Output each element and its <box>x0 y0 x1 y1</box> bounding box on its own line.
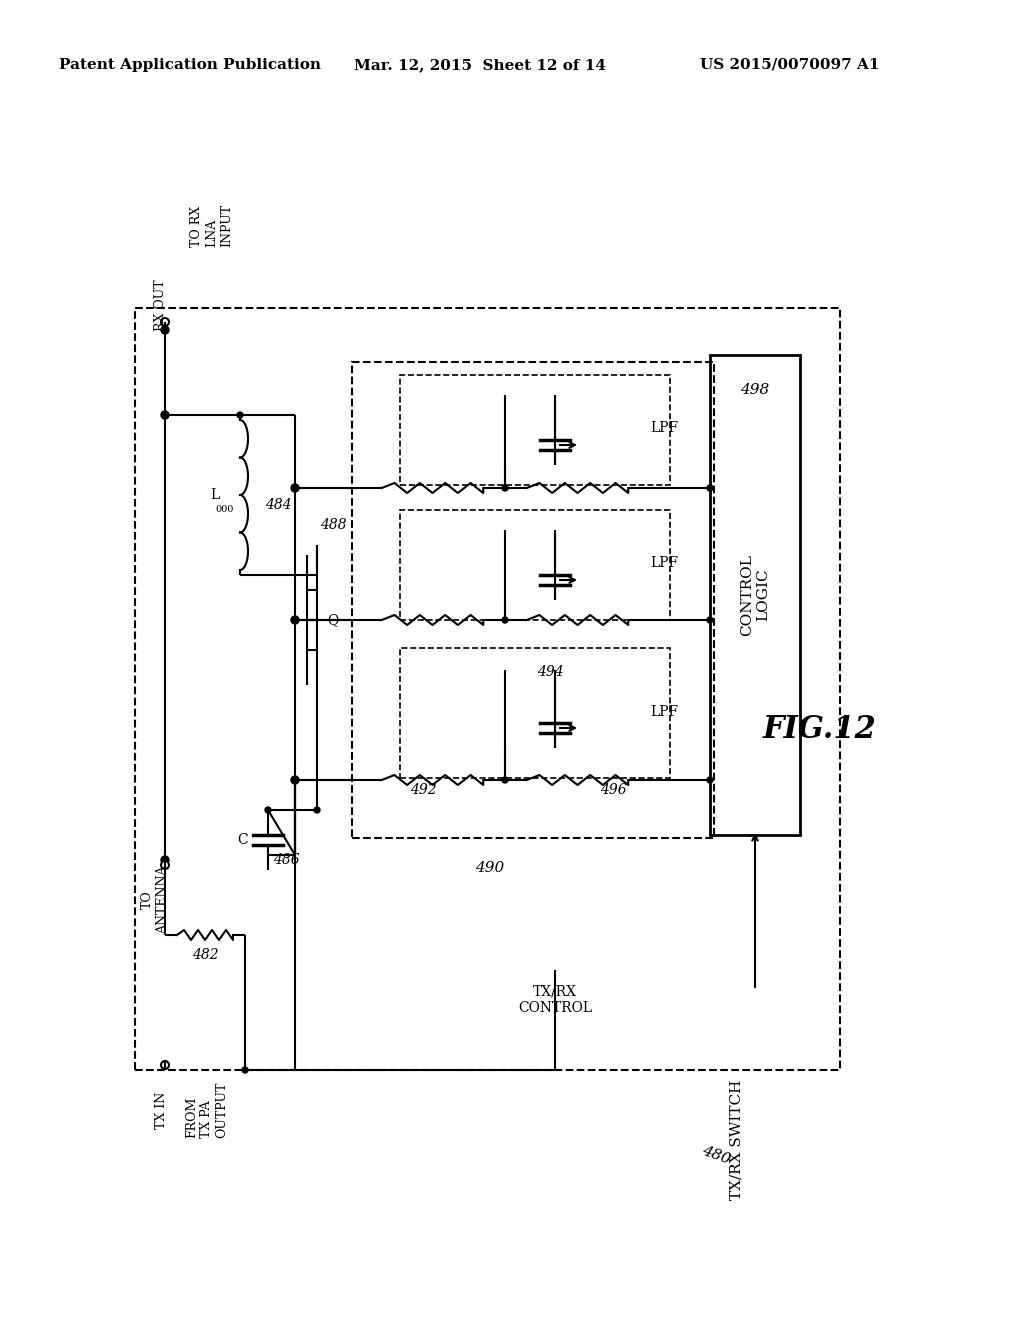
Bar <box>400 510 670 620</box>
Circle shape <box>161 411 169 418</box>
Circle shape <box>314 807 319 813</box>
Circle shape <box>161 326 169 334</box>
Text: US 2015/0070097 A1: US 2015/0070097 A1 <box>700 58 880 73</box>
Circle shape <box>237 412 243 418</box>
Circle shape <box>291 484 299 492</box>
Text: 494: 494 <box>537 665 563 678</box>
Circle shape <box>265 807 271 813</box>
Text: TO RX
LNA
INPUT: TO RX LNA INPUT <box>190 203 233 247</box>
Text: LPF: LPF <box>650 421 678 436</box>
Circle shape <box>502 777 508 783</box>
Bar <box>710 355 800 836</box>
Circle shape <box>707 777 713 783</box>
Text: TX/RX SWITCH: TX/RX SWITCH <box>730 1080 744 1200</box>
Text: 480: 480 <box>700 1143 732 1167</box>
Text: 490: 490 <box>475 861 505 875</box>
Bar <box>400 648 670 777</box>
Text: 498: 498 <box>740 383 769 397</box>
Text: L: L <box>211 488 220 502</box>
Text: TO
ANTENNA: TO ANTENNA <box>141 866 169 935</box>
Circle shape <box>502 616 508 623</box>
Circle shape <box>502 484 508 491</box>
Text: Q: Q <box>327 612 338 627</box>
Circle shape <box>707 616 713 623</box>
Circle shape <box>161 318 169 326</box>
Text: LPF: LPF <box>650 705 678 719</box>
Text: C: C <box>238 833 248 847</box>
Bar <box>352 362 714 838</box>
Circle shape <box>291 616 299 624</box>
Text: 488: 488 <box>319 517 347 532</box>
Text: 482: 482 <box>191 948 218 962</box>
Circle shape <box>242 1067 248 1073</box>
Text: RX OUT: RX OUT <box>154 280 167 331</box>
Text: LPF: LPF <box>650 556 678 570</box>
Text: TX IN: TX IN <box>155 1092 168 1129</box>
Text: 484: 484 <box>265 498 292 512</box>
Circle shape <box>291 776 299 784</box>
Text: 496: 496 <box>600 783 627 797</box>
Circle shape <box>161 861 169 869</box>
Text: 492: 492 <box>410 783 436 797</box>
Circle shape <box>161 855 169 865</box>
Bar <box>400 375 670 484</box>
Text: 486: 486 <box>273 853 300 867</box>
Circle shape <box>707 484 713 491</box>
Bar <box>135 308 840 1071</box>
Text: Patent Application Publication: Patent Application Publication <box>59 58 321 73</box>
Text: FROM
TX PA
OUTPUT: FROM TX PA OUTPUT <box>185 1082 228 1138</box>
Circle shape <box>161 1061 169 1069</box>
Text: FIG.12: FIG.12 <box>763 714 877 746</box>
Text: Mar. 12, 2015  Sheet 12 of 14: Mar. 12, 2015 Sheet 12 of 14 <box>354 58 606 73</box>
Text: 000: 000 <box>216 506 234 515</box>
Text: CONTROL
LOGIC: CONTROL LOGIC <box>740 554 770 636</box>
Text: TX/RX
CONTROL: TX/RX CONTROL <box>518 985 592 1015</box>
